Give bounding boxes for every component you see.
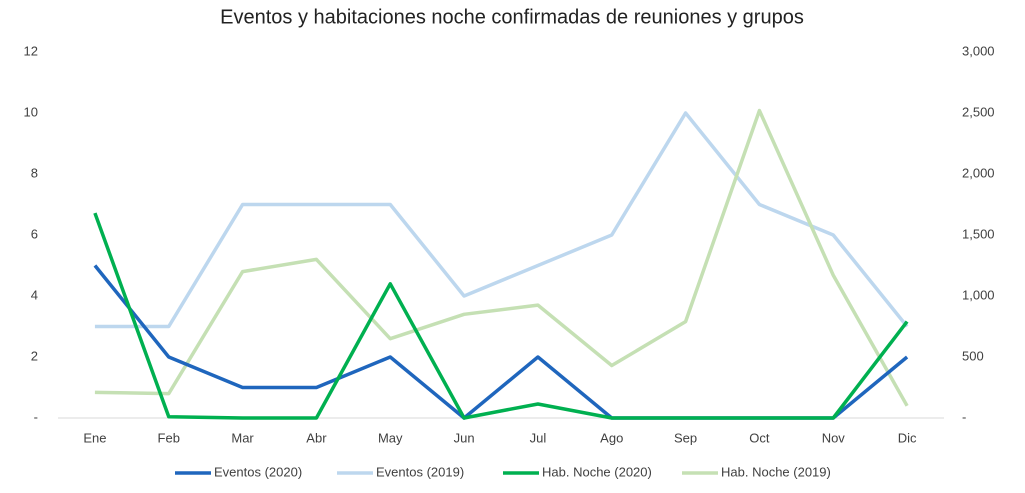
x-tick-label: Ago (600, 430, 623, 445)
series-line (93, 212, 909, 420)
y2-tick-label: 1,500 (962, 226, 995, 241)
series-line (94, 111, 909, 329)
y2-tick-label: 3,000 (962, 43, 995, 58)
y-tick-label: 10 (24, 104, 38, 119)
x-tick-label: Feb (158, 430, 180, 445)
y-tick-label: 2 (31, 348, 38, 363)
y-tick-label: 8 (31, 165, 38, 180)
x-tick-label: Nov (822, 430, 846, 445)
y2-tick-label: - (962, 409, 966, 424)
x-tick-label: Jul (530, 430, 547, 445)
y2-tick-label: 2,000 (962, 165, 995, 180)
y-tick-label: 4 (31, 287, 38, 302)
y2-tick-label: 500 (962, 348, 984, 363)
x-tick-label: Jun (454, 430, 475, 445)
x-tick-label: Ene (83, 430, 106, 445)
x-tick-label: Mar (231, 430, 254, 445)
legend-label: Eventos (2020) (214, 464, 302, 479)
y2-tick-label: 2,500 (962, 104, 995, 119)
chart-title: Eventos y habitaciones noche confirmadas… (220, 6, 804, 28)
legend-label: Hab. Noche (2019) (721, 464, 831, 479)
series-line (94, 108, 909, 407)
series-line (93, 264, 909, 420)
x-tick-label: Dic (898, 430, 917, 445)
x-tick-label: Abr (306, 430, 327, 445)
x-tick-label: Oct (749, 430, 770, 445)
legend-label: Eventos (2019) (376, 464, 464, 479)
legend-label: Hab. Noche (2020) (542, 464, 652, 479)
y-tick-label: 6 (31, 226, 38, 241)
y-tick-label: - (34, 409, 38, 424)
x-tick-label: Sep (674, 430, 697, 445)
x-tick-label: May (378, 430, 403, 445)
y2-tick-label: 1,000 (962, 287, 995, 302)
y-tick-label: 12 (24, 43, 38, 58)
